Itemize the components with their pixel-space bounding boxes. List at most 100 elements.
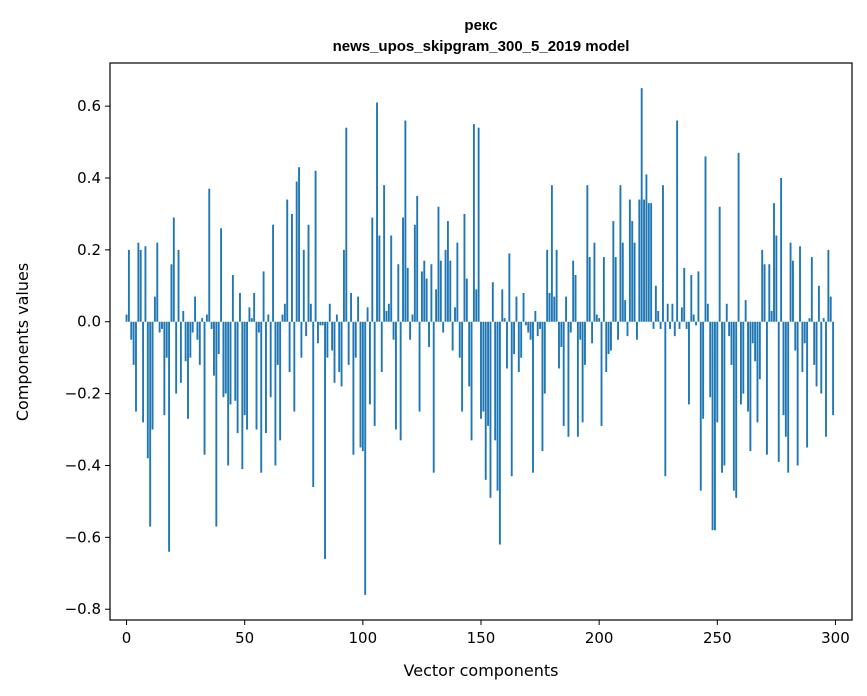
bar xyxy=(692,314,695,322)
y-tick-label: 0.6 xyxy=(77,97,101,115)
chart-title: рекс xyxy=(464,17,497,34)
bar xyxy=(683,267,686,322)
bar xyxy=(246,321,248,430)
bar xyxy=(536,321,539,337)
bars-group xyxy=(125,88,835,595)
bar xyxy=(182,310,185,322)
bar xyxy=(553,296,556,322)
bar xyxy=(444,249,447,322)
bar xyxy=(437,206,440,322)
bar xyxy=(773,203,775,322)
bar xyxy=(156,242,159,322)
bar xyxy=(524,321,527,326)
bar xyxy=(179,321,182,383)
bar xyxy=(416,195,419,322)
bar xyxy=(548,292,551,322)
bar xyxy=(380,321,383,373)
bar xyxy=(539,321,542,329)
bar xyxy=(127,249,130,322)
y-tick-label: −0.2 xyxy=(65,385,101,403)
bar xyxy=(711,321,714,531)
bar xyxy=(695,321,697,326)
bar xyxy=(593,242,596,322)
bar xyxy=(239,292,241,322)
bar xyxy=(390,235,393,322)
bar xyxy=(626,321,629,337)
y-tick-label: 0.2 xyxy=(77,241,101,259)
bar xyxy=(406,267,409,322)
bar xyxy=(768,264,771,322)
bar xyxy=(515,296,518,322)
bar xyxy=(276,321,279,365)
bar xyxy=(799,246,801,322)
bar xyxy=(279,321,282,441)
bar xyxy=(354,321,357,358)
bar xyxy=(210,321,213,329)
y-axis-ticks: −0.8 −0.6 −0.4 −0.2 0.0 0.2 0.4 0.6 xyxy=(65,97,110,618)
bar xyxy=(307,224,310,322)
bar xyxy=(782,321,785,416)
bar xyxy=(506,321,508,369)
bar xyxy=(676,120,679,322)
bar xyxy=(281,314,284,322)
bar xyxy=(610,321,612,351)
bar xyxy=(558,321,560,369)
x-axis-ticks: 0 50 100 150 200 250 300 xyxy=(122,620,850,647)
bar xyxy=(432,321,435,473)
bar xyxy=(338,321,341,373)
bar xyxy=(787,321,790,473)
y-tick-label: 0.0 xyxy=(77,313,101,331)
bar xyxy=(640,88,643,322)
bar xyxy=(409,321,412,340)
bar xyxy=(324,321,326,559)
bar xyxy=(350,292,352,322)
x-tick-label: 250 xyxy=(703,629,732,647)
bar xyxy=(312,321,315,488)
bar xyxy=(671,303,674,322)
bar xyxy=(735,321,738,498)
bar xyxy=(135,321,137,412)
bar xyxy=(451,321,454,351)
bar xyxy=(142,321,145,423)
bar xyxy=(368,321,371,405)
bar xyxy=(756,321,759,423)
bar xyxy=(243,321,246,416)
bar xyxy=(269,321,272,398)
bar xyxy=(605,321,608,373)
bar xyxy=(454,307,456,322)
bar xyxy=(288,321,291,373)
bar xyxy=(624,300,627,322)
bar xyxy=(170,264,173,322)
bar xyxy=(300,321,303,358)
bar xyxy=(784,321,787,437)
bar xyxy=(560,321,563,347)
bar xyxy=(702,321,705,419)
bar xyxy=(685,321,688,329)
bar xyxy=(420,271,423,322)
bar xyxy=(654,285,657,322)
bar xyxy=(305,321,308,337)
bar xyxy=(274,321,277,466)
bar xyxy=(217,321,220,355)
bar xyxy=(794,321,797,351)
bar xyxy=(267,314,270,322)
bar xyxy=(465,278,468,322)
bar xyxy=(555,249,558,322)
bar xyxy=(643,199,645,322)
bar xyxy=(413,224,416,322)
bar xyxy=(361,321,364,452)
bar xyxy=(187,321,189,419)
bar xyxy=(631,221,634,322)
bar xyxy=(704,156,707,322)
bar xyxy=(430,264,433,322)
bar xyxy=(636,321,638,340)
bar xyxy=(298,167,300,322)
bar xyxy=(272,224,274,322)
bar xyxy=(758,321,761,380)
bar xyxy=(749,321,752,452)
bar xyxy=(283,303,286,322)
bar xyxy=(352,321,355,455)
bar xyxy=(293,321,296,412)
bar xyxy=(309,303,312,322)
bar xyxy=(817,285,820,322)
